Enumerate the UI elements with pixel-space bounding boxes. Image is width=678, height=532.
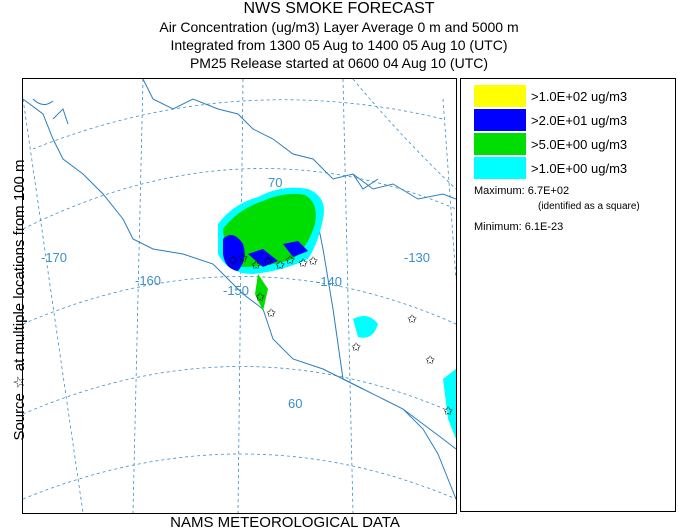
lon-line-d [342,79,354,513]
island-2 [52,108,69,125]
legend-swatch-green [474,133,526,155]
plume-level-3-mid [248,249,278,267]
subtitle-release: PM25 Release started at 0600 04 Aug 10 (… [189,55,489,71]
subtitle-concentration: Air Concentration (ug/m3) Layer Average … [159,19,519,35]
legend-label-2: >2.0E+01 ug/m3 [531,113,628,128]
lon-label-130: -130 [404,250,430,265]
subtitle-integration: Integrated from 1300 05 Aug to 1400 05 A… [170,37,508,53]
source-star: ✩ [425,353,435,367]
footer-source: NAMS METEOROLOGICAL DATA [170,514,400,531]
plume-level-3-east [283,241,308,257]
source-star: ✩ [298,256,308,270]
source-star: ✩ [251,258,261,272]
source-star: ✩ [275,258,285,272]
graticule-labels: 70 60 -170 -160 -150 -140 -130 [41,175,430,411]
lat-line-60 [23,366,456,415]
lat-line-75 [32,99,444,150]
coastlines [23,79,456,500]
source-star: ✩ [238,251,248,265]
lon-line-a [23,98,84,513]
alaska-west-coast [23,98,456,450]
legend-label-3: >5.0E+00 ug/m3 [531,137,628,152]
lon-line-e [442,98,456,280]
lon-label-170: -170 [41,250,67,265]
legend-swatch-blue [474,109,526,131]
plume-south-lobe [255,274,268,311]
plume-yukon-patch [353,315,378,338]
source-star: ✩ [255,290,265,304]
legend-maximum: Maximum: 6.7E+02 [474,185,570,197]
panhandle-coast [402,408,456,500]
island-3 [352,173,379,190]
lat-label-60: 60 [288,396,302,411]
lat-line-70 [23,168,456,230]
source-star: ✩ [308,254,318,268]
legend-label-4: >1.0E+00 ug/m3 [531,161,628,176]
plume-level-3-west [223,235,245,271]
source-star: ✩ [228,253,238,267]
legend-minimum: Minimum: 6.1E-23 [474,221,564,233]
map-canvas: ✩ ✩ ✩ ✩ ✩ ✩ ✩ ✩ ✩ ✩ ✩ ✩ ✩ ✩ 70 60 -170 -… [23,79,456,513]
source-star: ✩ [263,254,273,268]
source-star: ✩ [266,306,276,320]
lon-line-c [237,79,244,513]
chart-title: NWS SMOKE FORECAST [243,0,435,17]
lat-line-65 [23,276,456,325]
lat-line-55 [23,453,456,500]
map-panel: ✩ ✩ ✩ ✩ ✩ ✩ ✩ ✩ ✩ ✩ ✩ ✩ ✩ ✩ 70 60 -170 -… [22,78,457,514]
arctic-coast [142,79,456,200]
lon-line-b [132,79,144,513]
legend-maximum-note: (identified as a square) [538,201,640,212]
island-1 [32,98,54,105]
legend-swatch-yellow [474,85,526,107]
lon-label-150: -150 [223,283,249,298]
lon-label-140: -140 [316,274,342,289]
graticule [23,79,456,513]
lon-line-f [352,79,456,190]
source-star: ✩ [407,312,417,326]
source-star: ✩ [351,340,361,354]
lon-label-160: -160 [135,273,161,288]
source-markers: ✩ ✩ ✩ ✩ ✩ ✩ ✩ ✩ ✩ ✩ ✩ ✩ ✩ ✩ [228,251,453,418]
source-star: ✩ [443,404,453,418]
legend-panel: >1.0E+02 ug/m3 >2.0E+01 ug/m3 >5.0E+00 u… [460,78,676,512]
legend-label-1: >1.0E+02 ug/m3 [531,89,628,104]
source-star: ✩ [285,253,295,267]
legend-swatch-cyan [474,157,526,179]
lat-label-70: 70 [268,175,282,190]
smoke-plume [218,187,456,439]
plume-panhandle-patch [443,369,456,439]
